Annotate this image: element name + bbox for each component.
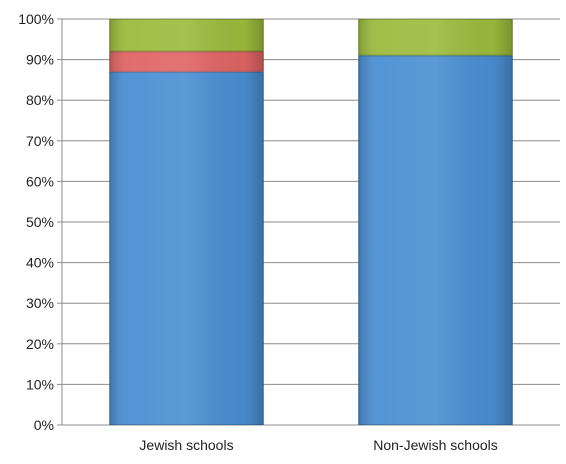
- bars: [109, 19, 513, 425]
- y-tick-label: 60%: [26, 173, 54, 189]
- bar-segment-shading: [358, 19, 513, 56]
- x-tick-label: Jewish schools: [139, 437, 233, 453]
- x-tick-labels: Jewish schools Non-Jewish schools: [139, 437, 497, 453]
- bar-segment-shading: [109, 19, 264, 52]
- bar-segment-shading: [109, 71, 264, 425]
- y-tick-label: 50%: [26, 214, 54, 230]
- y-tick-label: 20%: [26, 336, 54, 352]
- bar-segment: [358, 55, 513, 425]
- bar-segment: [358, 19, 513, 56]
- bar-segment-edge: [109, 19, 264, 52]
- y-tick-label: 0%: [34, 417, 54, 433]
- bar-segment-edge: [109, 71, 264, 425]
- bar-segment-edge: [358, 55, 513, 425]
- y-tick-label: 90%: [26, 52, 54, 68]
- bar-segment-shading: [109, 51, 264, 72]
- x-tick-label: Non-Jewish schools: [373, 437, 498, 453]
- bar-segment: [109, 19, 264, 52]
- y-tick-label: 40%: [26, 255, 54, 271]
- bar-segment-edge: [109, 51, 264, 72]
- y-tick-label: 70%: [26, 133, 54, 149]
- bar-segment-edge: [358, 19, 513, 56]
- y-tick-labels: 0% 10% 20% 30% 40% 50% 60% 70% 80% 90% 100%: [18, 11, 54, 433]
- bar-segment-shading: [358, 55, 513, 425]
- y-tick-label: 30%: [26, 295, 54, 311]
- bar-segment: [109, 51, 264, 72]
- y-tick-label: 10%: [26, 376, 54, 392]
- y-tick-label: 100%: [18, 11, 54, 27]
- y-tick-label: 80%: [26, 92, 54, 108]
- bar-segment: [109, 71, 264, 425]
